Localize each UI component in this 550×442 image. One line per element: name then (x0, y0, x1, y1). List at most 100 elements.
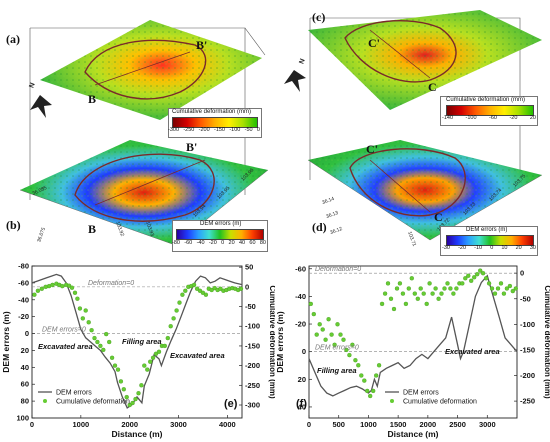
colorbar-tick-label: 10 (501, 245, 508, 251)
deformation-point (329, 332, 334, 337)
deformation-point (430, 291, 435, 296)
colorbar-tick-label: -250 (183, 127, 195, 133)
chart-f: 0 500 1000 1500 2000 2500 3000-60-40-20020400-… (275, 264, 550, 439)
deformation-point (475, 272, 480, 277)
annotation: DEM errors=0 (42, 327, 86, 334)
deformation-point (350, 342, 355, 347)
y-tick-label: -40 (18, 295, 29, 304)
profile-end-label-c: C' (368, 36, 380, 50)
deformation-point (115, 367, 121, 372)
y2-axis-label: Cumulative deformation (mm) (268, 285, 275, 399)
deformation-point (492, 291, 498, 296)
deformation-point (98, 343, 103, 349)
x-tick-label: 2500 (449, 420, 466, 429)
deformation-point (344, 347, 349, 353)
deformation-point (311, 311, 316, 317)
y-tick-label: 60 (21, 380, 29, 389)
y-tick-label: 80 (21, 397, 29, 406)
boundary-b (74, 153, 215, 222)
deformation-point (95, 339, 100, 345)
annotation: Filling area (122, 337, 162, 346)
deformation-point (433, 286, 438, 291)
legend-deformation-swatch (43, 399, 47, 403)
profile-start-label-c: C (428, 80, 437, 94)
x-axis-label: Distance (m) (387, 429, 438, 439)
deformation-point (145, 367, 150, 372)
colorbar-ticks-d: -30 -20 -10 0 10 20 30 (442, 245, 536, 251)
profile-start-label-a: B (88, 92, 97, 106)
colorbar-tick-label: -20 (208, 240, 217, 246)
north-arrow-icon (30, 95, 52, 118)
deformation-point (418, 286, 423, 291)
deformation-point (442, 286, 447, 291)
profile-end-label-d: C' (366, 142, 378, 156)
boundary-a (84, 39, 207, 100)
deformation-point (162, 343, 167, 349)
deformation-point (238, 286, 244, 291)
deformation-point (341, 337, 346, 342)
deformation-point (323, 337, 328, 342)
deformation-point (379, 301, 385, 307)
deformation-point (89, 328, 94, 333)
deformation-point (60, 283, 65, 289)
colorbar-tick-label: -80 (172, 240, 180, 246)
colorbar-title-d: DEM errors (m) (466, 227, 508, 233)
annotation: Deformation=0 (88, 280, 134, 287)
deformation-point (174, 308, 179, 313)
colorbar-tick-label: -140 (442, 115, 454, 121)
deformation-point (448, 286, 453, 291)
deformation-point (501, 291, 507, 296)
deformation-point (365, 388, 370, 394)
y-tick-label: 0 (302, 347, 306, 356)
deformation-point (436, 296, 441, 301)
deformation-point (504, 286, 510, 291)
y2-tick-label: -150 (520, 345, 535, 354)
deformation-point (32, 292, 37, 297)
deformation-point (107, 339, 112, 345)
deformation-point (439, 291, 444, 296)
deformation-point (39, 286, 44, 291)
colorbar-tick-label: -200 (198, 127, 210, 133)
deformation-point (317, 322, 322, 327)
deformation-point (124, 394, 129, 400)
deformation-point (368, 393, 373, 399)
deformation-point (75, 296, 80, 301)
annotation: Deformation=0 (315, 266, 361, 273)
profile-line-b (94, 159, 206, 206)
deformation-point (397, 281, 403, 286)
deformation-point (513, 286, 518, 291)
y-tick-label: -80 (18, 262, 29, 271)
deformation-point (483, 276, 489, 281)
deformation-point (148, 359, 153, 364)
y2-tick-label: -50 (245, 302, 256, 311)
deformation-point (109, 355, 115, 360)
deformation-point (142, 363, 147, 368)
deformation-point (486, 281, 492, 286)
plot-frame (308, 265, 518, 419)
colorbar-tick-label: 60 (249, 240, 256, 246)
deformation-point (353, 358, 358, 363)
x-tick-label: 2000 (420, 420, 437, 429)
deformation-point (171, 316, 176, 321)
legend-deformation-label: Cumulative deformation (403, 399, 477, 406)
dem-errors-line (308, 274, 518, 397)
deformation-point (92, 335, 97, 341)
deformation-point (335, 322, 340, 327)
y2-axis-label: Cumulative deformation (mm) (543, 285, 550, 399)
colorbar-tick-label: -100 (229, 127, 241, 133)
annotation: Excavated area (170, 351, 225, 360)
y-tick-label: 20 (298, 375, 306, 384)
deformation-point (347, 352, 352, 358)
deformation-point (451, 291, 456, 296)
deformation-point (121, 387, 126, 392)
deformation-point (133, 396, 138, 402)
deformation-point (156, 349, 162, 354)
colorbar-tick-label: -50 (244, 127, 253, 133)
panel-label-f: (f) (296, 398, 307, 410)
terrain-block-ab (19, 20, 269, 246)
deformation-point (421, 291, 426, 296)
deformation-point (50, 282, 55, 288)
chart-e: 0 1000 2000 3000 4000-80-60-40-2002040608010… (1, 262, 275, 440)
y2-tick-label: 0 (245, 282, 249, 291)
legend-dem-label: DEM errors (403, 390, 439, 397)
